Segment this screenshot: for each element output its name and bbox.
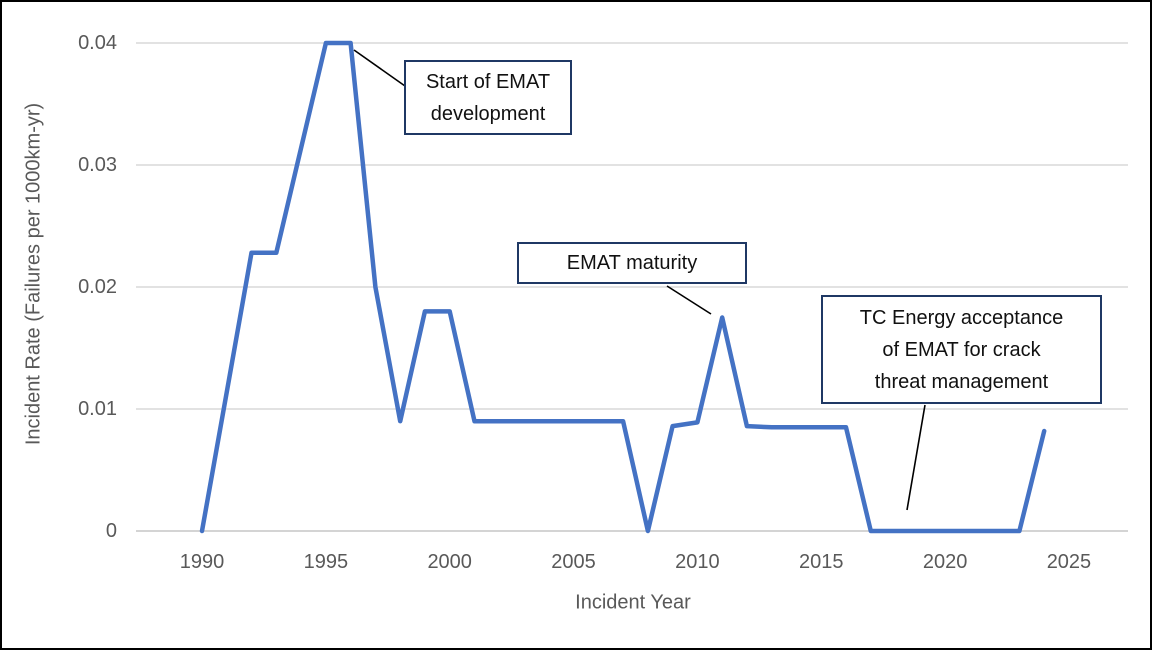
emat-maturity-annotation-box: EMAT maturity [517,242,747,284]
x-tick-label-2005: 2005 [551,551,596,573]
x-tick-label-1990: 1990 [179,551,225,573]
x-tick-label-2015: 2015 [799,551,844,573]
tc-energy-acceptance-annotation-text: threat management [874,370,1049,393]
emat-maturity-annotation-text: EMAT maturity [566,252,698,274]
start-of-emat-development-annotation-box: Start of EMAT development [404,60,572,135]
incident-rate-line [199,40,1047,534]
start-of-emat-development-leader-line [353,49,406,87]
y-tick-label-0.03: 0.03 [78,154,117,176]
emat-maturity-leader-line [666,285,712,315]
y-tick-label-0: 0 [105,520,117,542]
x-tick-label-2000: 2000 [427,551,472,573]
x-tick-label-1995: 1995 [303,551,349,573]
tc-energy-acceptance-annotation-text: TC Energy acceptance [859,306,1064,329]
x-tick-label-2020: 2020 [922,551,968,573]
tc-energy-acceptance-annotation-box: TC Energy acceptance of EMAT for crack thr… [821,295,1102,404]
tc-energy-acceptance-leader-line [906,404,926,511]
y-tick-label-0.01: 0.01 [78,398,117,420]
start-of-emat-development-annotation-text: development [430,102,546,125]
y-tick-label-0.02: 0.02 [78,276,117,298]
tc-energy-acceptance-annotation-text: of EMAT for crack [882,338,1041,361]
x-axis-title: Incident Year [575,591,691,614]
y-tick-label-0.04: 0.04 [78,32,117,54]
start-of-emat-development-annotation-text: Start of EMAT [425,70,551,93]
x-tick-label-2010: 2010 [675,551,720,573]
x-tick-label-2025: 2025 [1046,551,1092,573]
